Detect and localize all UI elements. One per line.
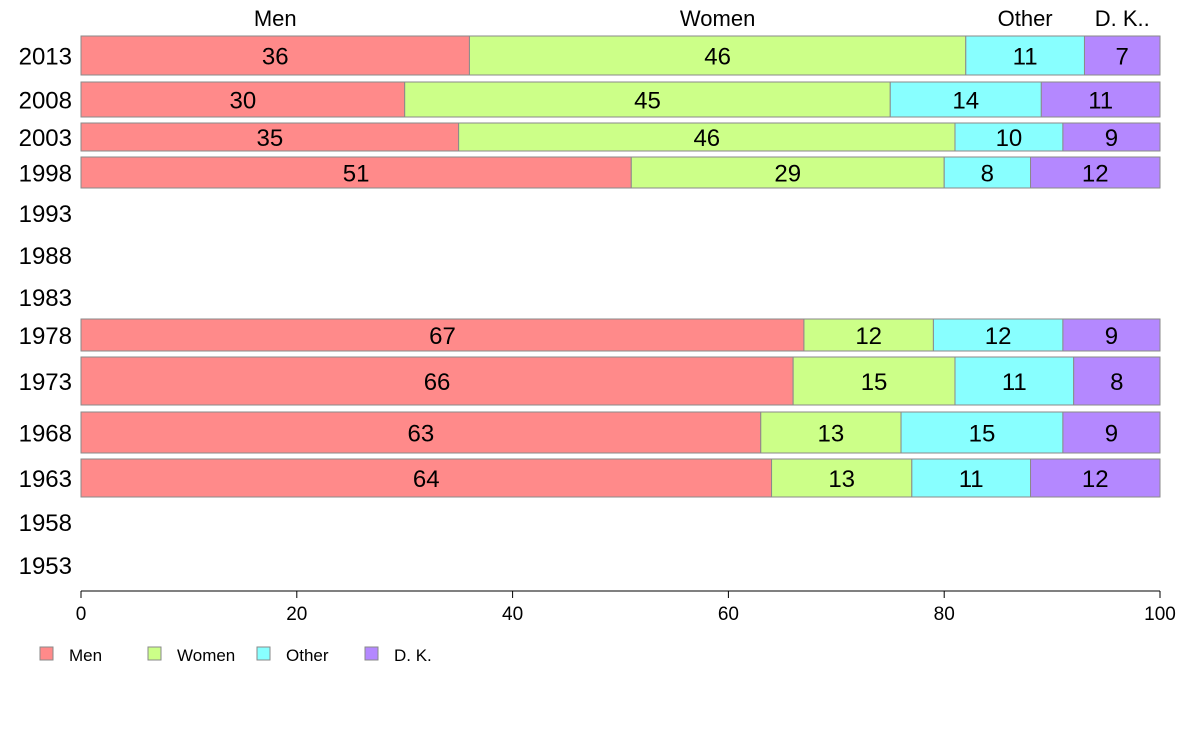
year-axis-labels: 2013 2008 2003 1998 1993 1988 1983 1978 1973 1968… (19, 44, 72, 581)
bar-label-1978-d-k: 9 (1105, 323, 1118, 350)
bar-1973-women (792, 356, 956, 406)
bar-1998-d-k (1030, 156, 1161, 189)
bar-label-2008-other: 14 (952, 88, 979, 115)
legend-swatch-women (147, 646, 162, 661)
bar-1998-women (630, 156, 945, 189)
bar-1978-d-k (1062, 318, 1161, 352)
legend-swatch-d-k (364, 646, 379, 661)
bar-2008-other (889, 81, 1042, 118)
bar-label-2013-men: 36 (262, 44, 289, 71)
year-label-2003: 2003 (19, 125, 72, 152)
bar-label-1973-d-k: 8 (1110, 369, 1123, 396)
x-tick-label-40: 40 (502, 604, 523, 625)
x-tick-label-80: 80 (934, 604, 955, 625)
bar-label-1968-women: 13 (818, 421, 845, 448)
bar-1998-men (80, 156, 632, 189)
bar-label-1998-other: 8 (981, 161, 994, 188)
column-header-other: Other (998, 6, 1053, 31)
bar-2008-men (80, 81, 406, 118)
bar-1978-other (932, 318, 1064, 352)
bar-label-1973-other: 11 (1002, 369, 1027, 396)
year-label-1968: 1968 (19, 421, 72, 448)
bar-1963-d-k (1030, 458, 1161, 498)
bar-1973-other (954, 356, 1075, 406)
x-axis: 0 20 40 60 80 100 (76, 590, 1176, 625)
bar-label-1963-women: 13 (828, 466, 855, 493)
bar-1978-women (803, 318, 934, 352)
year-label-1988: 1988 (19, 243, 72, 270)
column-headers: Men Women Other D. K.. (254, 6, 1150, 31)
year-label-1978: 1978 (19, 323, 72, 350)
bar-label-2008-d-k: 11 (1088, 88, 1113, 115)
year-label-1998: 1998 (19, 161, 72, 188)
year-label-2013: 2013 (19, 44, 72, 71)
bar-2008-women (404, 81, 891, 118)
bar-label-1998-women: 29 (774, 161, 801, 188)
bar-1963-men (80, 458, 773, 498)
x-tick-label-60: 60 (718, 604, 739, 625)
bar-1968-men (80, 411, 762, 454)
bar-label-1978-men: 67 (429, 323, 456, 350)
x-tick-label-20: 20 (286, 604, 307, 625)
bar-label-2008-women: 45 (634, 88, 661, 115)
bar-1968-d-k (1062, 411, 1161, 454)
bar-2003-women (458, 122, 956, 152)
bar-label-1963-d-k: 12 (1082, 466, 1109, 493)
bar-2013-other (965, 35, 1085, 76)
column-header-women: Women (680, 6, 755, 31)
bar-label-1963-men: 64 (413, 466, 440, 493)
year-label-1983: 1983 (19, 285, 72, 312)
legend-swatch-other (256, 646, 271, 661)
bar-label-1978-other: 12 (985, 323, 1012, 350)
bar-2003-men (80, 122, 460, 152)
year-label-1953: 1953 (19, 553, 72, 580)
year-label-1973: 1973 (19, 369, 72, 396)
bar-label-2003-other: 10 (996, 125, 1023, 152)
bar-label-2013-d-k: 7 (1116, 44, 1129, 71)
bar-2008-d-k (1040, 81, 1161, 118)
year-label-1963: 1963 (19, 466, 72, 493)
bar-label-1968-men: 63 (408, 421, 435, 448)
bar-label-2003-women: 46 (693, 125, 720, 152)
bar-label-2013-other: 11 (1013, 44, 1038, 71)
bar-label-1978-women: 12 (855, 323, 882, 350)
bar-label-1998-d-k: 12 (1082, 161, 1109, 188)
legend-label-other: Other (286, 646, 329, 665)
bar-label-2003-d-k: 9 (1105, 125, 1118, 152)
year-label-2008: 2008 (19, 88, 72, 115)
year-label-1958: 1958 (19, 510, 72, 537)
x-tick-label-0: 0 (76, 604, 87, 625)
bar-label-2013-women: 46 (704, 44, 731, 71)
legend-label-women: Women (177, 646, 235, 665)
bar-label-1998-men: 51 (343, 161, 370, 188)
bar-1973-men (80, 356, 794, 406)
legend-label-d-k: D. K. (394, 646, 432, 665)
column-header-men: Men (254, 6, 297, 31)
bar-label-2003-men: 35 (256, 125, 283, 152)
bar-2013-d-k (1083, 35, 1161, 76)
bar-label-2008-men: 30 (229, 88, 256, 115)
legend-swatch-men (39, 646, 54, 661)
bar-2003-d-k (1062, 122, 1161, 152)
bar-label-1973-women: 15 (861, 369, 888, 396)
bar-2013-women (468, 35, 967, 76)
bar-1963-other (911, 458, 1032, 498)
year-label-1993: 1993 (19, 201, 72, 228)
bar-1968-other (900, 411, 1064, 454)
bar-2013-men (80, 35, 470, 76)
bar-label-1968-other: 15 (969, 421, 996, 448)
bar-label-1973-men: 66 (424, 369, 451, 396)
x-tick-label-100: 100 (1144, 604, 1176, 625)
bar-1973-d-k (1073, 356, 1161, 406)
bar-label-1968-d-k: 9 (1105, 421, 1118, 448)
legend: Men Women Other D. K. (39, 646, 432, 665)
column-header-d-k: D. K.. (1095, 6, 1150, 31)
legend-label-men: Men (69, 646, 102, 665)
bar-label-1963-other: 11 (959, 466, 984, 493)
bar-1978-men (80, 318, 805, 352)
